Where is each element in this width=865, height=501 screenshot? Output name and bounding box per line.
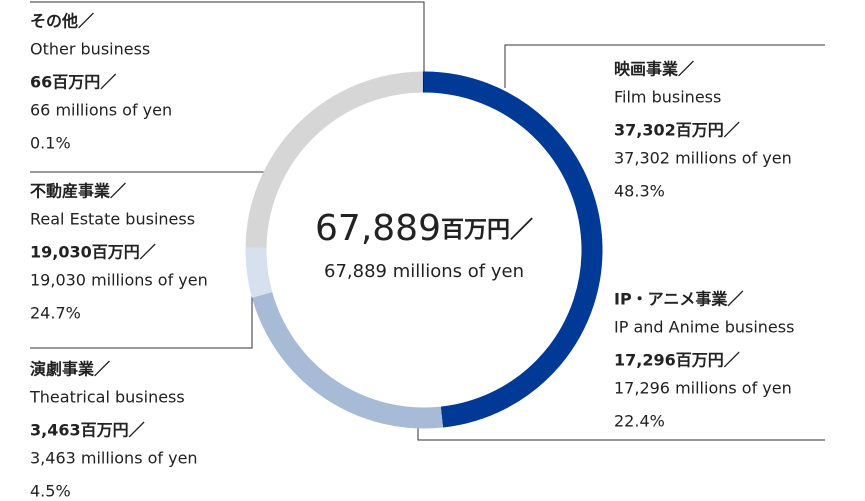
segment-amount-en: 3,463 millions of yen [30,449,198,468]
center-total: 67,889百万円／ [315,208,533,249]
segment-name: 演劇事業／ [30,360,110,379]
segment-amount: 3,463百万円／ [30,421,145,440]
leader-lines [30,1,825,441]
segment-amount: 19,030百万円／ [30,243,156,262]
total-unit: 百万円／ [441,216,533,243]
leader-film [504,44,825,88]
leader-theatrical [30,292,253,349]
donut-segment [251,291,444,429]
donut-segment [245,247,273,298]
segment-percent: 48.3% [614,182,665,201]
segment-name-en: Other business [30,40,150,59]
segment-amount-en: 19,030 millions of yen [30,271,208,290]
segment-amount-en: 66 millions of yen [30,101,172,120]
donut-segment [245,71,424,249]
segment-amount-en: 17,296 millions of yen [614,379,792,398]
segment-name-en: Film business [614,88,721,107]
leader-ip [417,426,825,441]
segment-amount-en: 37,302 millions of yen [614,149,792,168]
center-total-en: 67,889 millions of yen [324,261,524,282]
segment-amount: 66百万円／ [30,73,116,92]
segment-name: その他／ [30,12,94,31]
donut-segment [423,71,603,428]
segment-percent: 4.5% [30,482,71,501]
segment-name: IP・アニメ事業／ [614,290,743,309]
segment-name-en: Theatrical business [29,388,185,407]
total: 67,889 [315,208,441,249]
segment-percent: 24.7% [30,304,81,323]
segment-amount: 17,296百万円／ [614,351,740,370]
segment-name-en: IP and Anime business [614,318,794,337]
segment-name-en: Real Estate business [30,210,195,229]
segment-name: 不動産事業／ [30,182,126,201]
segment-percent: 0.1% [30,134,71,153]
leader-other [30,1,425,72]
segment-amount: 37,302百万円／ [614,121,740,140]
segment-percent: 22.4% [614,412,665,431]
segment-name: 映画事業／ [614,60,694,79]
